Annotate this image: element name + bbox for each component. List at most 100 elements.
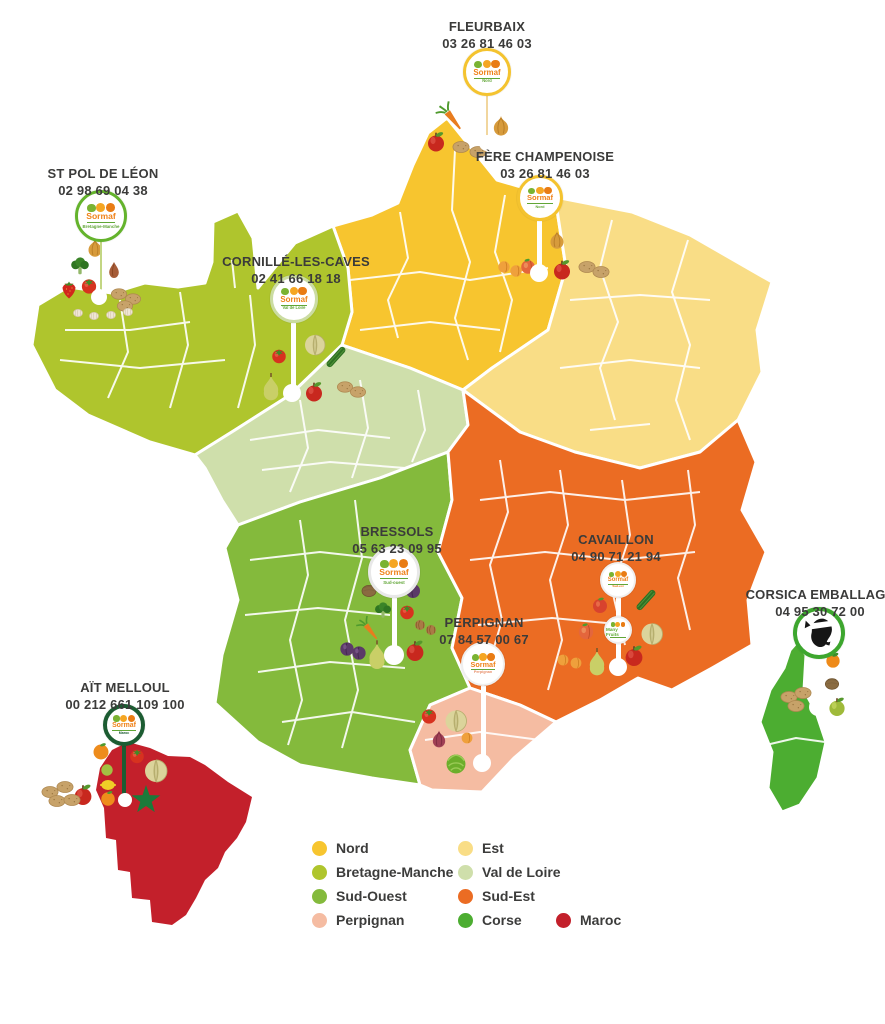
badge-subtitle: Maroc — [118, 731, 130, 736]
sormaf-badge-perpignan: Sormaf Perpignan — [461, 642, 505, 686]
morocco-star-icon — [131, 785, 161, 813]
badge-brand: Sormaf — [280, 295, 308, 305]
location-label-cornille: CORNILLÉ-LES-CAVES 02 41 66 18 18 — [176, 253, 416, 287]
location-name: FÈRE CHAMPENOISE — [475, 149, 615, 164]
pin-stem — [392, 598, 397, 655]
potato-icon — [787, 700, 805, 712]
map-pin — [609, 658, 627, 676]
sormaf-logo — [471, 653, 495, 661]
map-pin — [809, 698, 827, 716]
potato-icon — [48, 795, 66, 807]
badge-subtitle: Bretagne-Manche — [82, 223, 120, 229]
location-name: CORSICA EMBALLAGE — [745, 587, 885, 602]
location-label-fleurbaix: FLEURBAIX 03 26 81 46 03 — [367, 18, 607, 52]
potato-icon — [56, 781, 74, 793]
region-sud-est — [436, 388, 768, 724]
green-apple-icon — [829, 696, 845, 717]
location-name: ST POL DE LÉON — [47, 166, 159, 181]
map-pin — [479, 135, 495, 151]
melon-icon — [641, 623, 663, 645]
pin-stem — [100, 242, 102, 297]
badge-subtitle: Nord — [535, 203, 545, 209]
badge-subtitle: Sud-est — [612, 584, 624, 589]
location-phone: 03 26 81 46 03 — [500, 166, 590, 181]
melon-icon — [144, 759, 168, 783]
potato-icon — [110, 288, 128, 300]
pin-stem — [291, 323, 296, 393]
potato-icon — [794, 687, 812, 699]
orange-icon — [93, 742, 109, 760]
sormaf-logo — [527, 186, 553, 195]
lime-icon — [101, 764, 113, 776]
pin-stem — [537, 221, 542, 273]
location-name: AÏT MELLOUL — [80, 680, 170, 695]
garlic-icon — [106, 311, 116, 319]
map-pin — [384, 645, 404, 665]
sormaf-logo — [608, 571, 628, 578]
location-phone: 05 63 23 09 95 — [352, 541, 442, 556]
potato-icon — [63, 794, 81, 806]
location-label-perpignan: PERPIGNAN 07 84 57 00 67 — [384, 614, 584, 648]
badge-subtitle: Nord — [482, 77, 492, 83]
apricot-icon — [557, 654, 569, 666]
badge-subtitle: Perpignan — [473, 670, 493, 675]
map-pin — [473, 754, 491, 772]
apricot-icon — [570, 657, 582, 669]
sormaf-logo — [281, 287, 307, 296]
badge-subtitle: Sud-ouest — [383, 579, 405, 585]
sormaf-badge-cavaillon: Sormaf Sud-est — [600, 562, 636, 598]
sormaf-badge-cornille: Sormaf Val de Loire — [270, 275, 318, 323]
pin-stem — [481, 686, 486, 763]
location-label-cavaillon: CAVAILLON 04 90 71 21 94 — [516, 531, 716, 565]
shallot-icon — [108, 261, 120, 279]
sormaf-logo — [113, 714, 135, 722]
potato-icon — [592, 266, 610, 278]
location-phone: 02 41 66 18 18 — [251, 271, 341, 286]
badge-brand: Sormaf — [86, 210, 116, 221]
map-pin — [530, 264, 548, 282]
badge-brand: Sormaf — [473, 68, 501, 78]
location-name: CORNILLÉ-LES-CAVES — [222, 254, 370, 269]
location-label-ait-melloul: AÏT MELLOUL 00 212 661 109 100 — [15, 679, 235, 713]
corsica-flag-icon — [804, 618, 832, 648]
melon-icon — [445, 710, 467, 732]
location-name: PERPIGNAN — [444, 615, 524, 630]
location-phone: 04 90 71 21 94 — [571, 549, 661, 564]
pin-stem — [816, 659, 821, 707]
badge-brand: Sormaf — [607, 577, 629, 584]
location-label-st-pol: ST POL DE LÉON 02 98 69 04 38 — [3, 165, 203, 199]
apricot-icon — [497, 260, 511, 274]
location-label-corsica: CORSICA EMBALLAGE 04 95 30 72 00 — [720, 586, 885, 620]
location-name: FLEURBAIX — [448, 19, 526, 34]
potato-icon — [349, 386, 367, 398]
location-name: CAVAILLON — [578, 532, 654, 547]
sormaf-badge-ait-melloul: Sormaf Maroc — [103, 704, 145, 746]
pin-stem — [122, 746, 126, 800]
location-label-bressols: BRESSOLS 05 63 23 09 95 — [297, 523, 497, 557]
map-pin — [118, 793, 132, 807]
apricot-icon — [461, 732, 473, 744]
map-pin — [283, 384, 301, 402]
badge-brand: Many Fruits — [606, 626, 619, 637]
plum-icon — [351, 645, 367, 661]
many-fruits-logo — [610, 621, 626, 627]
location-phone: 03 26 81 46 03 — [442, 36, 532, 51]
sormaf-badge-bressols: Sormaf Sud-ouest — [368, 546, 420, 598]
broccoli-icon — [71, 257, 89, 275]
location-label-fere: FÈRE CHAMPENOISE 03 26 81 46 03 — [425, 148, 665, 182]
onion-icon — [493, 115, 509, 137]
sormaf-badge-st-pol: Sormaf Bretagne-Manche — [75, 190, 127, 242]
kiwi-icon — [824, 678, 840, 690]
plum-icon — [339, 641, 355, 657]
corsica-flag-badge — [793, 607, 845, 659]
garlic-icon — [73, 309, 83, 317]
badge-brand: Sormaf — [526, 193, 554, 203]
location-phone: 04 95 30 72 00 — [775, 604, 865, 619]
potato-icon — [578, 261, 596, 273]
sormaf-logo — [380, 559, 408, 568]
many-fruits-badge: Many Fruits — [604, 616, 632, 644]
lettuce-icon — [445, 753, 467, 775]
pin-stem — [486, 96, 488, 143]
location-phone: 07 84 57 00 67 — [439, 632, 529, 647]
